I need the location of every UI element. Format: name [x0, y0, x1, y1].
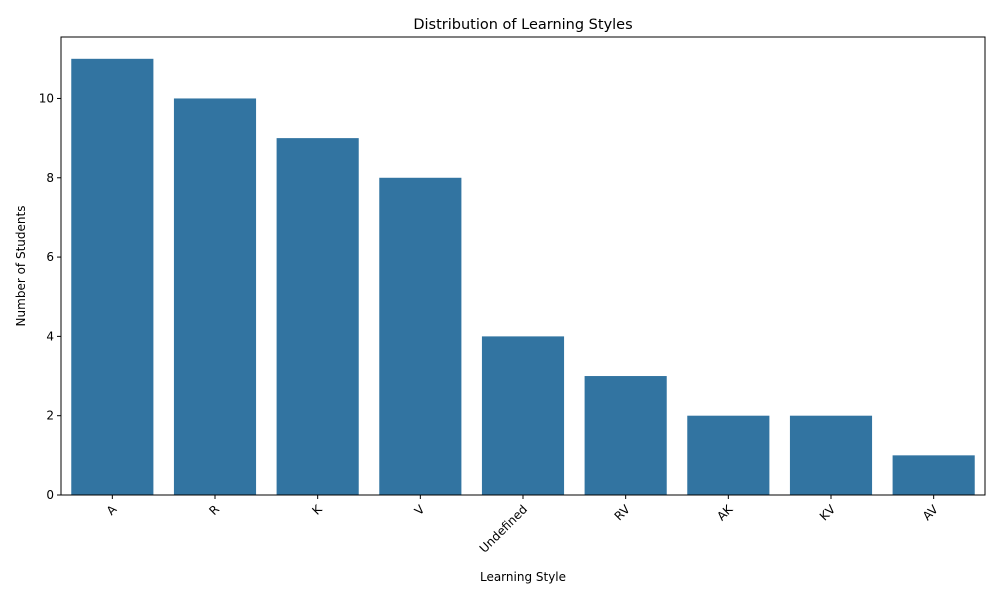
y-tick-label: 4	[46, 329, 54, 343]
bar-kv	[789, 415, 873, 495]
bar-v	[379, 177, 462, 495]
x-tick-label: K	[309, 501, 325, 517]
bar-undefined	[481, 336, 565, 495]
bar-r	[173, 98, 257, 496]
x-tick-label: Undefined	[477, 502, 530, 555]
bar-rv	[584, 376, 667, 495]
bar-ak	[687, 415, 770, 495]
x-tick-label: A	[104, 502, 120, 518]
bar-av	[892, 455, 975, 495]
x-tick-label: V	[412, 502, 428, 518]
y-tick-label: 2	[46, 409, 54, 423]
chart-title: Distribution of Learning Styles	[413, 17, 632, 33]
x-tick-label: KV	[817, 502, 839, 524]
y-axis-ticks: 0 2 4 6 8 10	[39, 91, 61, 502]
x-axis-ticks: A R K V Undefined RV AK KV AV	[104, 495, 942, 556]
y-tick-label: 0	[46, 488, 54, 502]
bars-group	[71, 58, 975, 496]
x-tick-label: AK	[714, 501, 736, 523]
bar-a	[71, 58, 154, 496]
plot-frame	[60, 36, 986, 496]
x-tick-label: R	[206, 502, 222, 518]
y-tick-label: 6	[46, 250, 54, 264]
bar-k	[276, 138, 359, 495]
y-tick-label: 8	[46, 171, 54, 185]
y-axis-label: Number of Students	[14, 206, 28, 327]
y-tick-label: 10	[39, 91, 54, 105]
x-tick-label: AV	[920, 502, 942, 524]
x-tick-label: RV	[612, 502, 634, 524]
x-axis-label: Learning Style	[480, 570, 566, 584]
